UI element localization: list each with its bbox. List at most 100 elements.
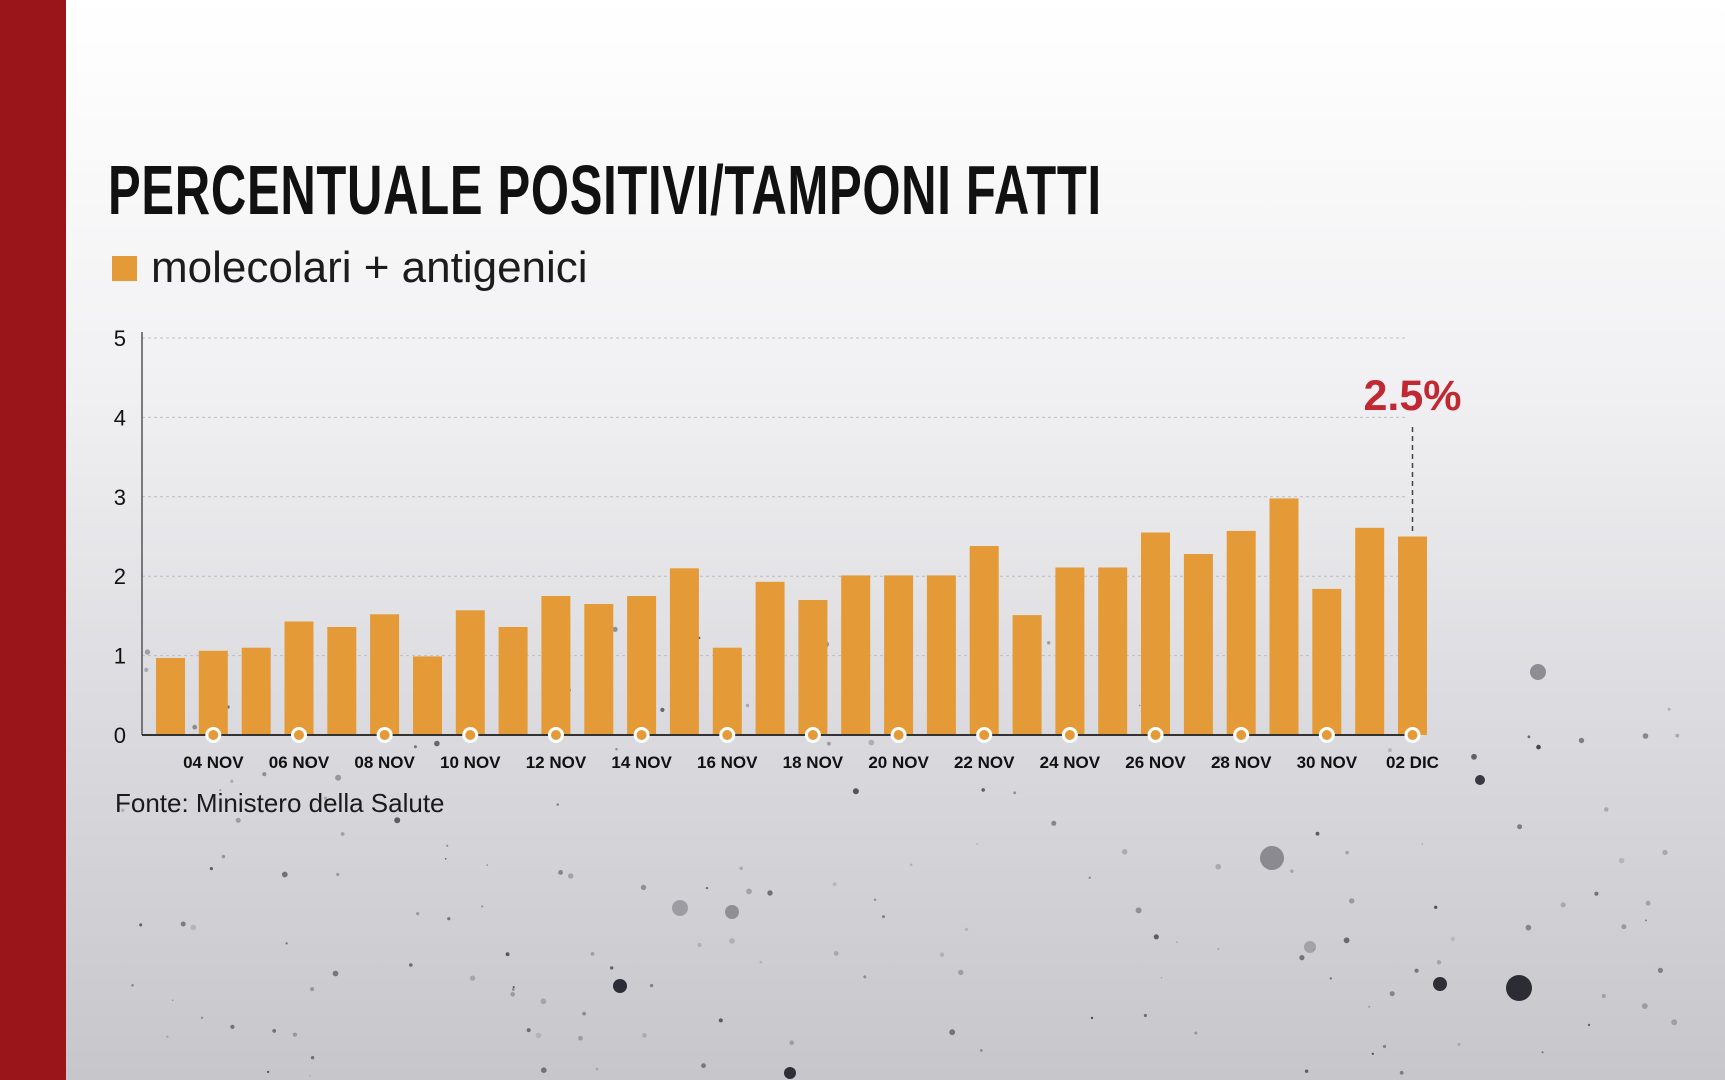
particle [590,952,595,956]
x-tick-label: 28 NOV [1211,753,1272,772]
particle [767,890,773,896]
particle [1536,744,1541,750]
particle [323,796,327,800]
bar [1183,554,1213,735]
particle [221,854,226,859]
particle [1421,843,1424,845]
particle [540,998,547,1005]
particle [595,1067,599,1071]
particle [1433,977,1447,991]
particle [1299,955,1305,961]
particle [832,882,837,887]
particle [200,1016,204,1019]
particle [1371,1052,1374,1055]
particle [582,1011,586,1016]
tick-marker [1318,727,1335,743]
particle [235,817,241,823]
bar [669,568,699,735]
particle [784,1067,796,1079]
particle [192,724,198,730]
particle [672,900,688,916]
particle [139,923,143,927]
bar [926,575,956,735]
particle [481,905,484,908]
particle [190,924,197,931]
y-tick-label: 2 [114,564,126,589]
particle [230,779,234,783]
particle [310,987,315,992]
tick-marker [719,727,736,743]
particle [1594,891,1599,896]
particle [1471,753,1477,760]
particle [746,888,752,895]
particle [416,912,420,916]
particle [332,970,339,977]
particle [980,1049,983,1052]
particle [1312,948,1315,951]
bar [156,658,185,735]
particle [446,844,449,847]
particle [827,741,831,746]
bar [1312,588,1342,735]
particle [745,703,750,708]
particle [1013,791,1017,795]
particle [309,1074,311,1077]
particle [615,748,618,751]
particle [1541,1051,1544,1054]
tick-marker [804,727,821,743]
bar [1355,527,1385,735]
bar [1098,567,1128,735]
x-tick-label: 26 NOV [1125,753,1186,772]
particle [949,1029,956,1036]
bar [1055,567,1085,735]
particle [1217,948,1220,950]
bar [284,621,314,735]
particle [642,1033,647,1038]
bar [755,581,785,735]
particle [660,707,665,713]
bar [370,614,400,735]
particle [526,1028,531,1033]
tick-marker [1404,727,1421,743]
particle [1604,807,1609,812]
particle [1434,905,1438,909]
x-tick-label: 18 NOV [783,753,844,772]
particle [434,740,440,747]
particle [1618,857,1625,864]
particle [1304,1069,1309,1073]
particle [1121,849,1128,855]
particle [1657,967,1663,974]
x-tick-label: 20 NOV [868,753,929,772]
particle [1382,1044,1387,1049]
particle [729,938,735,944]
particle [1047,641,1051,645]
particle [705,886,709,890]
bar [969,546,999,735]
particle [1457,1042,1461,1046]
bar [712,647,742,735]
particle [568,873,574,879]
particle [1450,936,1455,942]
particle [612,626,618,632]
x-tick-label: 06 NOV [269,753,330,772]
bar [455,610,485,735]
particle [1389,991,1395,997]
particle [1315,831,1320,836]
particle [1345,850,1349,855]
particle [1506,975,1532,1001]
particle [1578,737,1585,744]
bar [413,656,442,735]
x-tick-label: 24 NOV [1040,753,1101,772]
particle [965,927,969,932]
particle [909,863,913,867]
x-tick-label: 10 NOV [440,753,501,772]
bar [1141,532,1170,735]
particle [336,872,340,877]
bar [1012,615,1042,735]
particle [541,1067,547,1073]
legend-swatch [112,255,137,281]
particle [535,1032,542,1039]
particle [1138,704,1141,707]
particle [1051,820,1057,826]
particle [413,745,417,749]
